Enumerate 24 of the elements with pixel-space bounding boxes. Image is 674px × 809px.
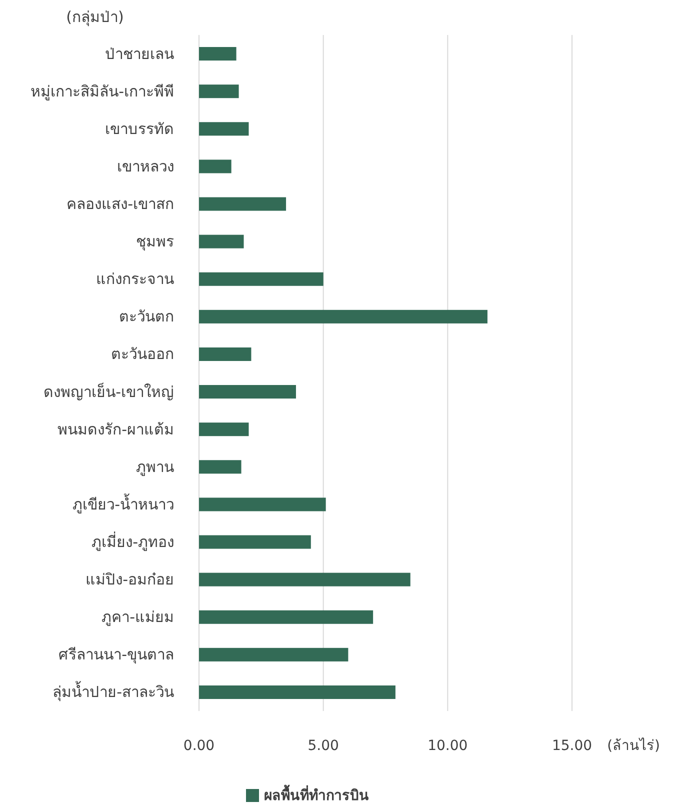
- ytick: ลุ่มน้ำปาย-สาละวิน: [52, 683, 174, 702]
- xtick: 15.00: [552, 738, 592, 754]
- ytick: ภูพาน: [136, 458, 174, 476]
- ytick: ภูเมี่ยง-ภูทอง: [92, 533, 174, 551]
- xtick: 0.00: [183, 738, 215, 754]
- ytick: ตะวันออก: [111, 345, 174, 364]
- ytick: แก่งกระจาน: [96, 270, 174, 288]
- ytick: เขาบรรทัด: [105, 120, 174, 138]
- ylabel: (กลุ่มป่า): [66, 8, 124, 26]
- ytick: ภูเขียว-น้ำหนาว: [72, 495, 174, 514]
- ytick: หมู่เกาะสิมิลัน-เกาะพีพี: [30, 82, 174, 100]
- ytick: ป่าชายเลน: [105, 44, 174, 63]
- xtick: 10.00: [428, 738, 468, 754]
- ytick: ตะวันตก: [119, 308, 174, 326]
- ytick: ภูคา-แม่ยม: [102, 608, 174, 626]
- ytick: เขาหลวง: [117, 157, 174, 176]
- xlabel: (ล้านไร่): [607, 738, 660, 754]
- ytick: ศรีลานนา-ขุนตาล: [58, 646, 174, 664]
- ytick: คลองแสง-เขาสก: [66, 195, 174, 213]
- ytick: ดงพญาเย็น-เขาใหญ่: [44, 382, 174, 401]
- ytick: พนมดงรัก-ผาแต้ม: [58, 420, 174, 438]
- ytick: แม่ปิง-อมก๋อย: [86, 570, 174, 589]
- ytick: ชุมพร: [136, 232, 174, 251]
- xtick: 5.00: [308, 738, 339, 754]
